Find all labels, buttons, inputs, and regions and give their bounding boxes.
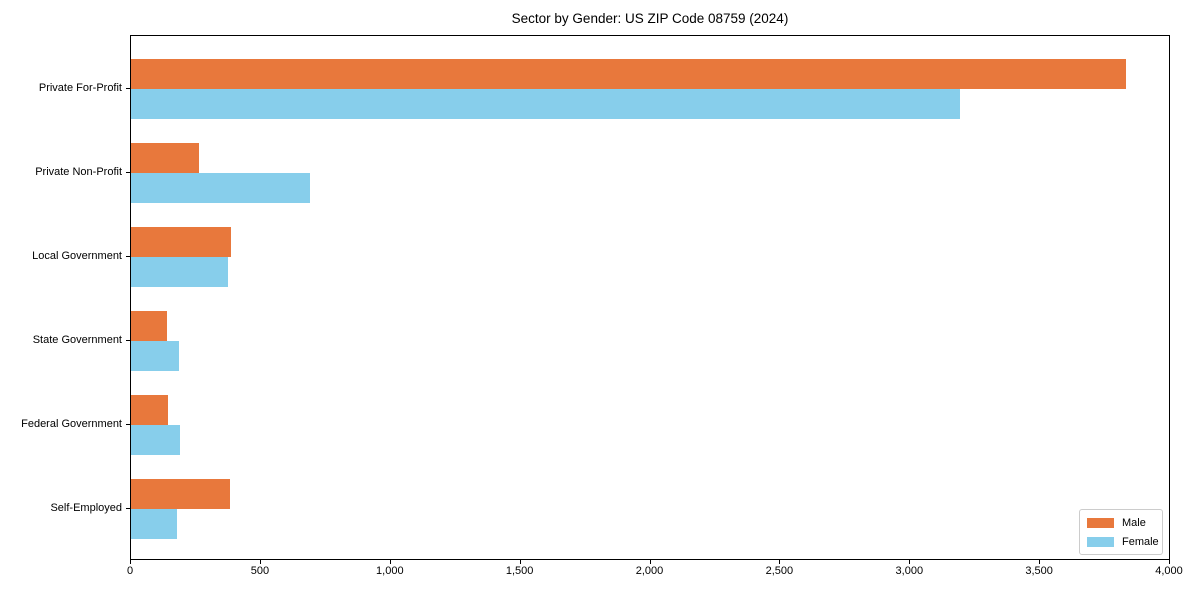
x-tick-mark bbox=[1039, 560, 1041, 564]
x-tick-label: 1,000 bbox=[376, 565, 404, 577]
x-tick-label: 2,500 bbox=[765, 565, 794, 577]
bar-female-6 bbox=[131, 509, 177, 539]
x-tick-mark bbox=[259, 560, 261, 564]
bar-male-6 bbox=[131, 479, 230, 509]
y-tick-label: Private Non-Profit bbox=[35, 166, 122, 178]
x-tick-mark bbox=[779, 560, 781, 564]
bar-male-1 bbox=[131, 59, 1126, 89]
plot-area: Male Female bbox=[130, 35, 1170, 560]
y-tick-label: State Government bbox=[32, 334, 122, 346]
y-tick-mark bbox=[126, 508, 130, 509]
bar-male-2 bbox=[131, 143, 199, 173]
legend-item-female: Female bbox=[1087, 536, 1162, 548]
y-tick-mark bbox=[126, 172, 130, 173]
y-tick-label: Private For-Profit bbox=[38, 82, 122, 94]
x-tick-mark bbox=[649, 560, 651, 564]
x-tick-label: 0 bbox=[126, 565, 134, 577]
bar-male-5 bbox=[131, 395, 168, 425]
legend-label: Female bbox=[1122, 535, 1159, 548]
y-tick-mark bbox=[126, 88, 130, 89]
bar-female-2 bbox=[131, 173, 311, 203]
legend: Male Female bbox=[1079, 509, 1163, 555]
bar-male-4 bbox=[131, 311, 168, 341]
chart-title: Sector by Gender: US ZIP Code 08759 (202… bbox=[511, 11, 789, 26]
x-tick-mark bbox=[130, 560, 131, 564]
legend-label: Male bbox=[1122, 516, 1146, 529]
bar-female-5 bbox=[131, 425, 181, 455]
legend-swatch-male bbox=[1087, 517, 1114, 528]
legend-item-male: Male bbox=[1087, 517, 1162, 529]
legend-swatch-female bbox=[1087, 536, 1114, 547]
bar-female-1 bbox=[131, 89, 960, 119]
x-tick-mark bbox=[389, 560, 391, 564]
y-tick-label: Federal Government bbox=[21, 418, 122, 430]
y-tick-label: Self-Employed bbox=[50, 502, 122, 514]
x-tick-mark bbox=[519, 560, 521, 564]
x-tick-label: 1,500 bbox=[505, 565, 534, 577]
y-tick-mark bbox=[126, 340, 130, 341]
x-tick-label: 2,000 bbox=[635, 565, 664, 577]
x-tick-label: 3,500 bbox=[1025, 565, 1053, 577]
y-tick-mark bbox=[126, 256, 130, 257]
x-tick-mark bbox=[909, 560, 911, 564]
bar-male-3 bbox=[131, 227, 231, 257]
x-tick-label: 4,000 bbox=[1155, 565, 1183, 577]
y-tick-label: Local Government bbox=[32, 250, 122, 262]
bar-female-4 bbox=[131, 341, 180, 371]
bar-female-3 bbox=[131, 257, 229, 287]
x-tick-label: 500 bbox=[250, 565, 270, 577]
x-tick-mark bbox=[1169, 560, 1170, 564]
x-tick-label: 3,000 bbox=[895, 565, 924, 577]
y-tick-mark bbox=[126, 424, 130, 425]
